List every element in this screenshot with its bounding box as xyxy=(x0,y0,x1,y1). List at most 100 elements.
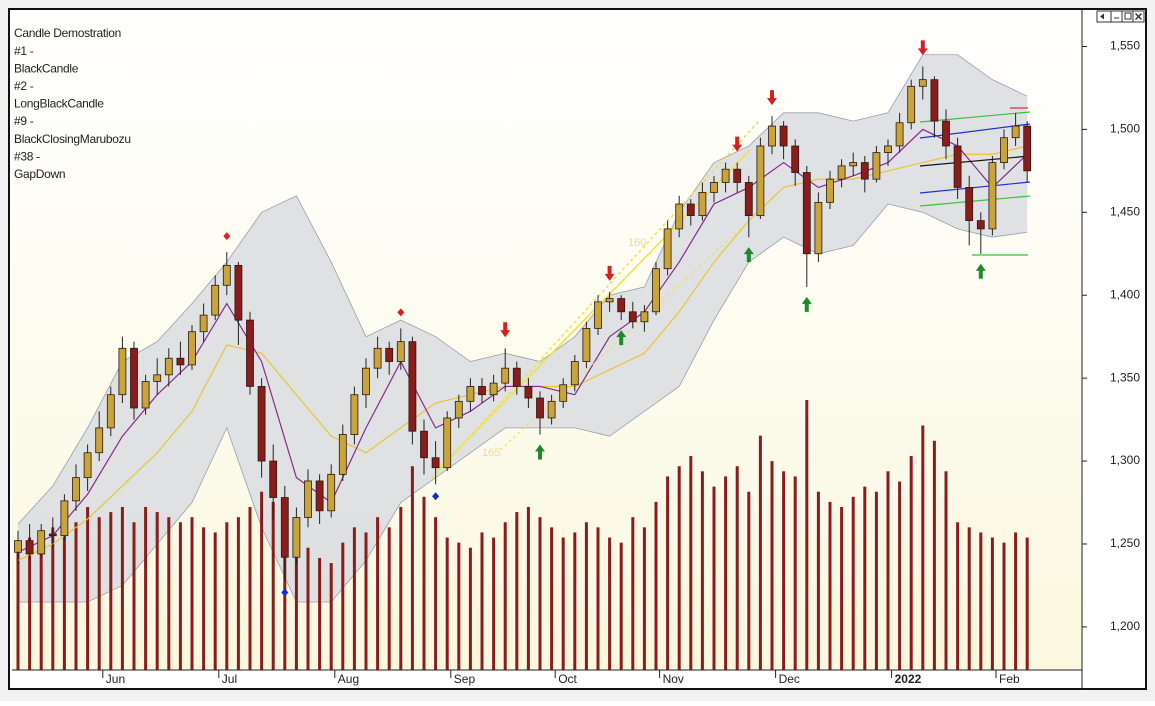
volume-bar xyxy=(445,537,449,670)
y-tick-label: 1,500 xyxy=(1110,122,1140,136)
volume-bar xyxy=(225,522,229,670)
candle-body xyxy=(292,517,301,558)
candle-body xyxy=(814,201,823,255)
candle-body xyxy=(802,172,811,255)
signal-up-arrow xyxy=(801,296,812,312)
x-tick-label: Jun xyxy=(106,672,125,686)
volume-bar xyxy=(689,456,693,670)
volume-bar xyxy=(97,517,101,670)
candle-body xyxy=(652,268,660,313)
volume-bar xyxy=(468,547,472,670)
volume-bar xyxy=(248,506,252,670)
volume-bar xyxy=(770,461,774,670)
candle-body xyxy=(768,125,776,147)
candle-body xyxy=(1011,125,1020,139)
ma-short xyxy=(17,128,1028,553)
volume-bar xyxy=(62,517,66,670)
x-tick-label: Feb xyxy=(999,672,1020,686)
legend: Candle Demostration #1 - BlackCandle #2 - Lo… xyxy=(14,26,131,181)
volume-bar xyxy=(294,537,298,670)
volume-bar xyxy=(364,532,368,670)
signal-layer xyxy=(223,40,986,597)
legend-line: #38 - xyxy=(14,149,40,163)
candle-body xyxy=(246,319,254,387)
candle-body xyxy=(338,434,347,475)
band-upper xyxy=(17,54,1028,525)
volume-bar xyxy=(747,491,751,670)
volume-bar xyxy=(944,471,948,670)
volume-bar xyxy=(178,522,182,670)
signal-diamond-above xyxy=(397,308,405,317)
candle-body xyxy=(710,182,718,193)
volume-bar xyxy=(851,496,855,670)
channel-line xyxy=(919,195,1031,207)
candle-body xyxy=(884,145,892,154)
volume-bar xyxy=(724,476,728,670)
volume-bar xyxy=(700,471,704,670)
volume-bar xyxy=(376,517,380,670)
candle-body xyxy=(849,162,858,167)
volume-bar xyxy=(782,471,786,670)
window-buttons xyxy=(1096,10,1145,23)
candle-body xyxy=(953,145,962,188)
candle-body xyxy=(942,120,950,147)
volume-layer xyxy=(16,400,1029,670)
volume-bar xyxy=(654,501,658,670)
candle-body xyxy=(60,500,69,537)
signal-diamond-below xyxy=(281,588,289,597)
candle-body xyxy=(744,182,753,217)
candle-body xyxy=(628,311,637,323)
candle-body xyxy=(1000,137,1008,163)
candle-body xyxy=(512,367,521,387)
candle-body xyxy=(988,162,997,230)
minimize-button[interactable] xyxy=(1110,10,1123,23)
volume-bar xyxy=(538,517,542,670)
legend-line: GapDown xyxy=(14,167,65,181)
volume-bar xyxy=(898,481,902,670)
candle-body xyxy=(153,374,162,382)
candle-body xyxy=(663,228,672,270)
legend-line: #2 - xyxy=(14,79,34,93)
volume-bar xyxy=(144,506,148,670)
candle-body xyxy=(466,386,475,402)
y-tick-label: 1,200 xyxy=(1110,619,1140,633)
volume-bar xyxy=(909,456,913,670)
candle-body xyxy=(524,386,533,399)
volume-bar xyxy=(758,435,762,670)
volume-bar xyxy=(642,527,646,670)
candle-body xyxy=(605,298,614,303)
volume-bar xyxy=(573,532,577,670)
candle-body xyxy=(420,430,428,459)
volume-bar xyxy=(921,425,925,670)
signal-up-arrow xyxy=(743,247,754,263)
signal-diamond-below xyxy=(432,492,440,501)
volume-bar xyxy=(608,537,612,670)
candle-body xyxy=(280,497,289,558)
volume-bar xyxy=(306,547,310,670)
volume-bar xyxy=(109,512,113,670)
candle-body xyxy=(269,460,278,498)
candle-body xyxy=(1023,125,1032,172)
volume-bar xyxy=(1002,542,1006,670)
y-tick-label: 1,300 xyxy=(1110,453,1140,467)
volume-bar xyxy=(863,486,867,670)
volume-bar xyxy=(16,547,20,670)
candle-body xyxy=(443,417,452,469)
volume-bar xyxy=(399,506,403,670)
volume-bar xyxy=(805,400,809,670)
volume-bar xyxy=(155,512,159,670)
candle-body xyxy=(965,187,974,222)
candle-body xyxy=(14,540,22,553)
volume-bar xyxy=(956,522,960,670)
x-tick-label: 2022 xyxy=(895,672,922,686)
icon xyxy=(1134,12,1143,21)
x-tick-label: Jul xyxy=(222,672,237,686)
signal-up-arrow xyxy=(975,263,986,279)
candle-body xyxy=(72,477,80,502)
line-layer xyxy=(17,128,1028,562)
candle-body xyxy=(304,480,312,518)
candle-body xyxy=(48,533,57,537)
x-tick-label: Oct xyxy=(558,672,577,686)
candle-body xyxy=(547,400,556,419)
candle-body xyxy=(188,331,196,366)
